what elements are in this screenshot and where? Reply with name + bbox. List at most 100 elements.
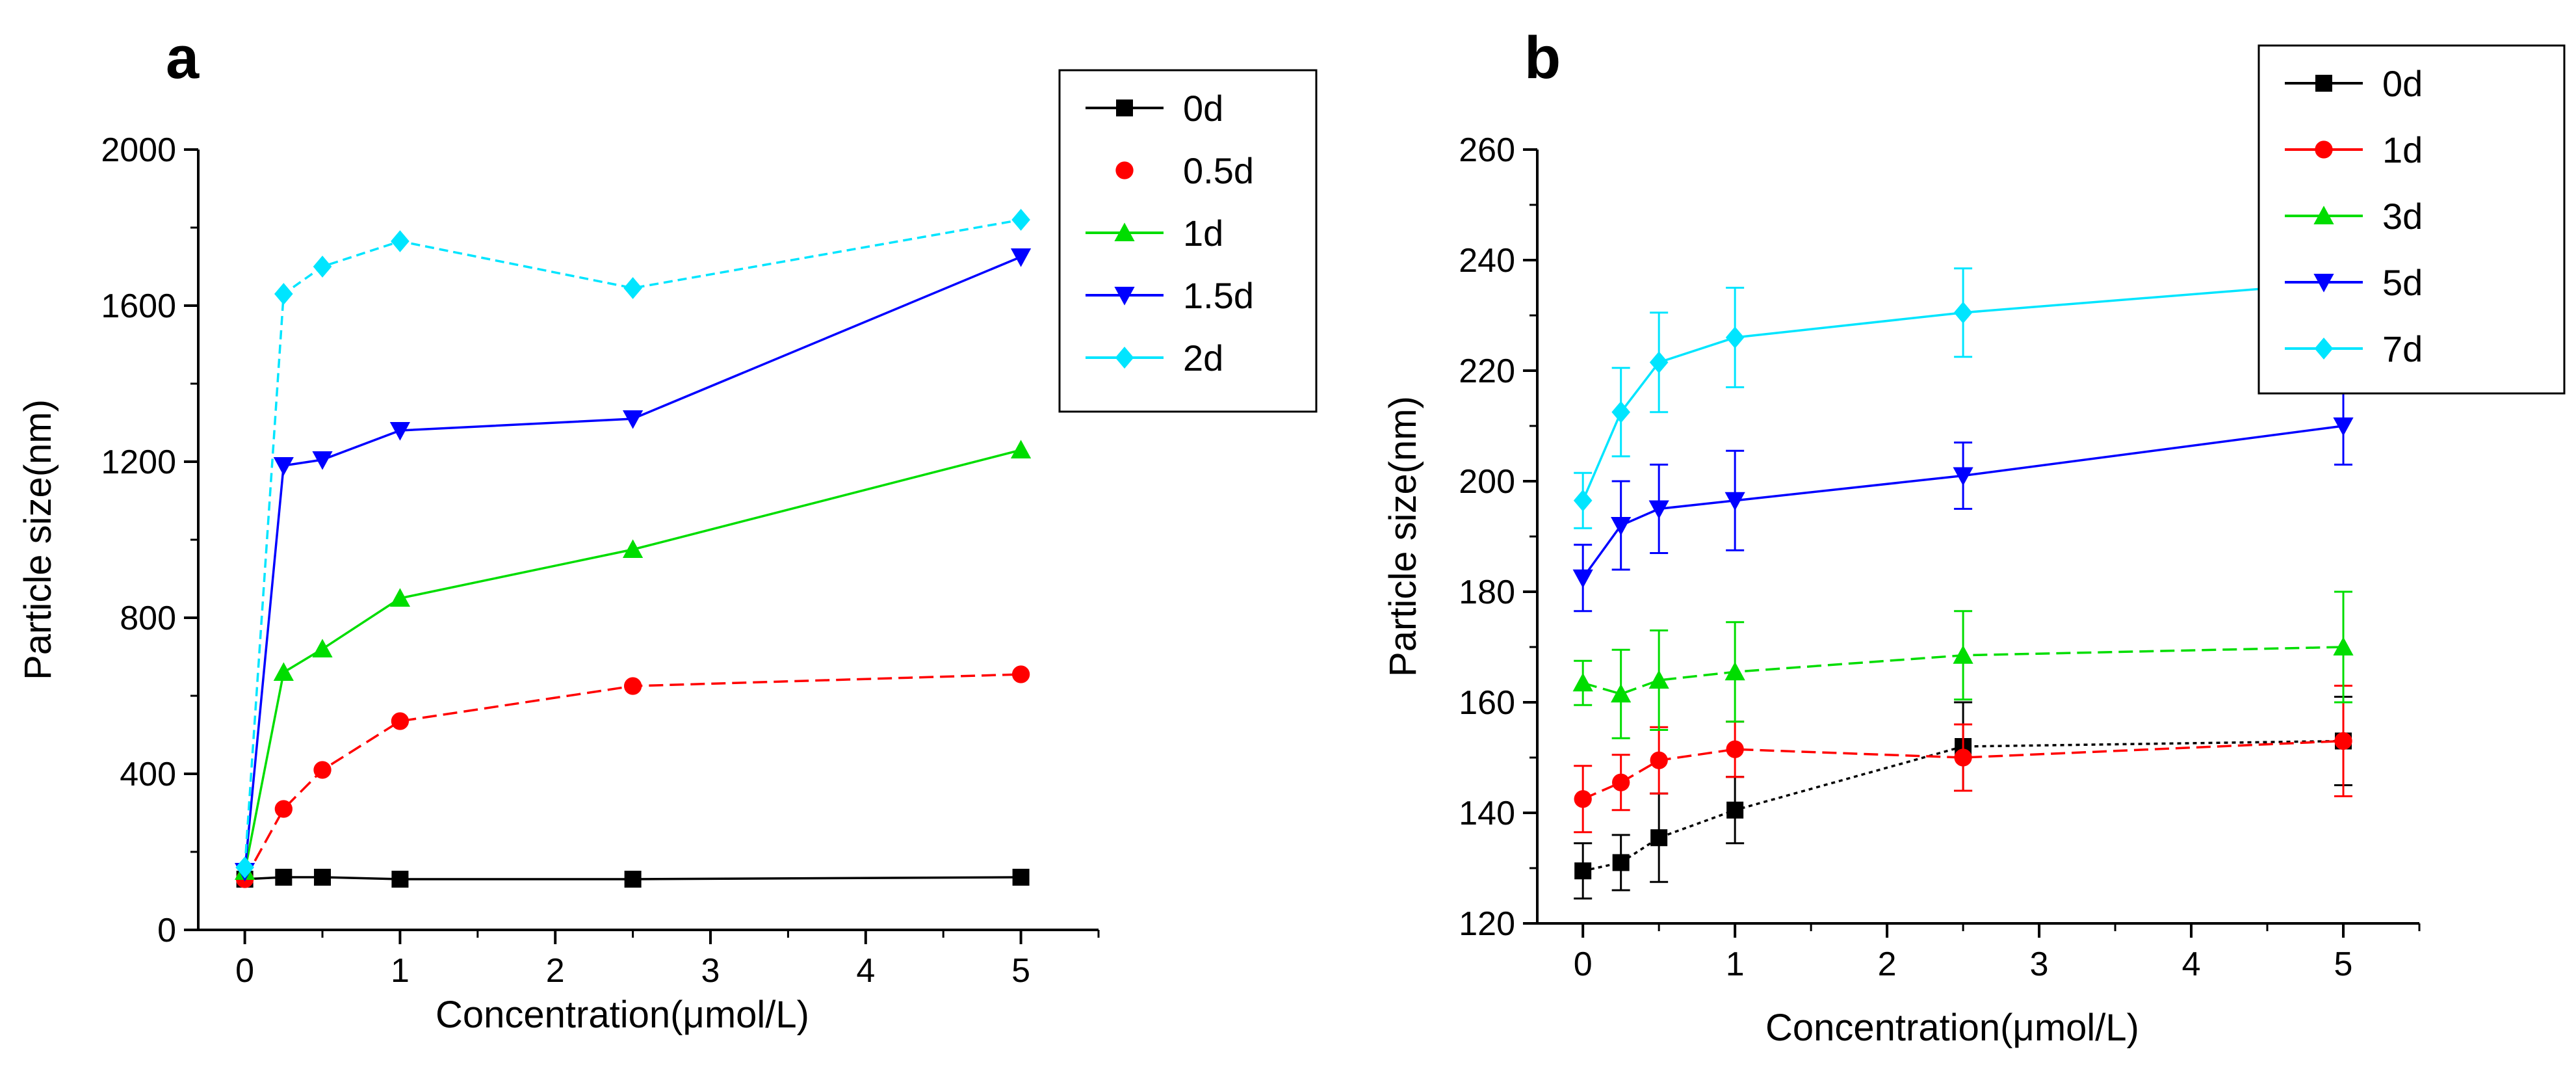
legend-label: 5d xyxy=(2382,262,2423,303)
data-point xyxy=(1650,829,1668,847)
legend-marker xyxy=(1114,287,1135,306)
legend-label: 0d xyxy=(2382,63,2423,104)
y-tick-label: 200 xyxy=(1459,463,1515,501)
data-point xyxy=(1648,500,1669,520)
legend-marker xyxy=(1116,99,1133,116)
data-point xyxy=(1650,751,1668,769)
y-tick-label: 160 xyxy=(1459,684,1515,722)
x-tick-label: 1 xyxy=(391,952,410,990)
legend-label: 0d xyxy=(1183,88,1223,129)
y-tick-label: 140 xyxy=(1459,795,1515,832)
y-tick-label: 400 xyxy=(120,756,176,793)
series-1d xyxy=(235,440,1032,880)
legend-box xyxy=(1058,69,1318,413)
y-tick-label: 120 xyxy=(1459,905,1515,943)
data-point xyxy=(623,539,644,558)
data-point xyxy=(312,451,333,470)
legend-marker xyxy=(2314,337,2334,360)
data-point xyxy=(623,410,644,429)
legend: 0d 1d 3d 5d 7d xyxy=(2257,44,2566,395)
data-point xyxy=(1011,209,1030,231)
data-point xyxy=(1011,665,1030,683)
series-2d xyxy=(235,209,1030,879)
series-line xyxy=(1582,646,2344,696)
x-tick-label: 4 xyxy=(856,952,875,990)
y-tick-label: 0 xyxy=(157,912,176,949)
y-tick-label: 240 xyxy=(1459,242,1515,280)
series-line xyxy=(244,673,1021,880)
series-line xyxy=(243,218,1021,868)
data-point xyxy=(623,277,642,299)
x-tick-label: 2 xyxy=(1878,945,1897,983)
data-point xyxy=(1012,869,1030,886)
x-tick-label: 3 xyxy=(2030,945,2049,983)
legend-marker xyxy=(1115,161,1134,179)
data-point xyxy=(1953,467,1973,486)
legend-label: 7d xyxy=(2382,328,2423,369)
legend-marker xyxy=(2315,75,2332,92)
data-point xyxy=(1725,326,1745,349)
data-point xyxy=(314,869,332,886)
data-point xyxy=(624,871,642,888)
legend-marker xyxy=(1114,222,1135,241)
data-point xyxy=(312,639,333,657)
series-5d xyxy=(1572,386,2354,613)
data-point xyxy=(275,869,293,886)
legend-label: 1d xyxy=(2382,129,2423,170)
data-point xyxy=(313,256,332,278)
data-point xyxy=(389,588,411,607)
chart-panel-a: a 0 1 2 3 4 5 0 400 800 1200 1600 2000 Concentration(… xyxy=(17,25,1318,1036)
legend-marker xyxy=(2313,274,2334,293)
data-point xyxy=(1573,489,1593,512)
data-point xyxy=(2333,637,2354,655)
data-point xyxy=(1726,740,1744,758)
y-tick-label: 2000 xyxy=(101,131,176,169)
x-tick-label: 2 xyxy=(546,952,565,990)
data-point xyxy=(313,761,332,779)
data-point xyxy=(274,283,293,305)
data-point xyxy=(2333,417,2354,436)
data-point xyxy=(391,712,410,730)
data-point xyxy=(1953,645,1973,664)
x-tick-label: 3 xyxy=(701,952,720,990)
y-tick-label: 180 xyxy=(1459,574,1515,611)
x-axis-title: Concentration(μmol/L) xyxy=(1765,1007,2139,1049)
data-point xyxy=(2334,732,2352,750)
legend-box xyxy=(2257,44,2566,395)
legend-marker xyxy=(2315,140,2333,159)
legend-label: 1.5d xyxy=(1183,275,1254,316)
data-point xyxy=(389,422,411,441)
y-tick-label: 800 xyxy=(120,600,176,637)
data-point xyxy=(235,856,254,879)
data-point xyxy=(1572,569,1593,588)
data-point xyxy=(1649,351,1669,374)
series-line xyxy=(243,256,1022,872)
y-tick-label: 220 xyxy=(1459,352,1515,390)
series-3d xyxy=(1572,590,2354,739)
data-point xyxy=(1574,790,1592,808)
x-tick-label: 5 xyxy=(2334,945,2353,983)
data-point xyxy=(1611,517,1632,536)
data-point xyxy=(1611,683,1632,703)
y-axis-title: Particle size(nm) xyxy=(1382,396,1424,677)
data-point xyxy=(273,662,294,681)
x-tick-label: 5 xyxy=(1011,952,1030,990)
data-point xyxy=(623,677,642,695)
data-point xyxy=(274,800,293,818)
data-point xyxy=(1572,672,1593,692)
data-point xyxy=(1724,492,1745,511)
panel-letter: b xyxy=(1524,25,1561,91)
data-point xyxy=(1953,301,1973,324)
legend: 0d 0.5d 1d 1.5d 2d xyxy=(1058,69,1318,413)
y-tick-label: 1600 xyxy=(101,287,176,325)
data-point xyxy=(1011,440,1032,458)
data-point xyxy=(1954,748,1972,767)
series-line xyxy=(1581,425,2344,579)
data-point xyxy=(1726,801,1744,819)
x-tick-label: 0 xyxy=(1574,945,1593,983)
x-tick-label: 1 xyxy=(1726,945,1745,983)
y-axis-title: Particle size(nm) xyxy=(17,399,59,680)
x-tick-label: 4 xyxy=(2182,945,2201,983)
data-point xyxy=(391,871,409,888)
data-point xyxy=(1648,670,1669,689)
